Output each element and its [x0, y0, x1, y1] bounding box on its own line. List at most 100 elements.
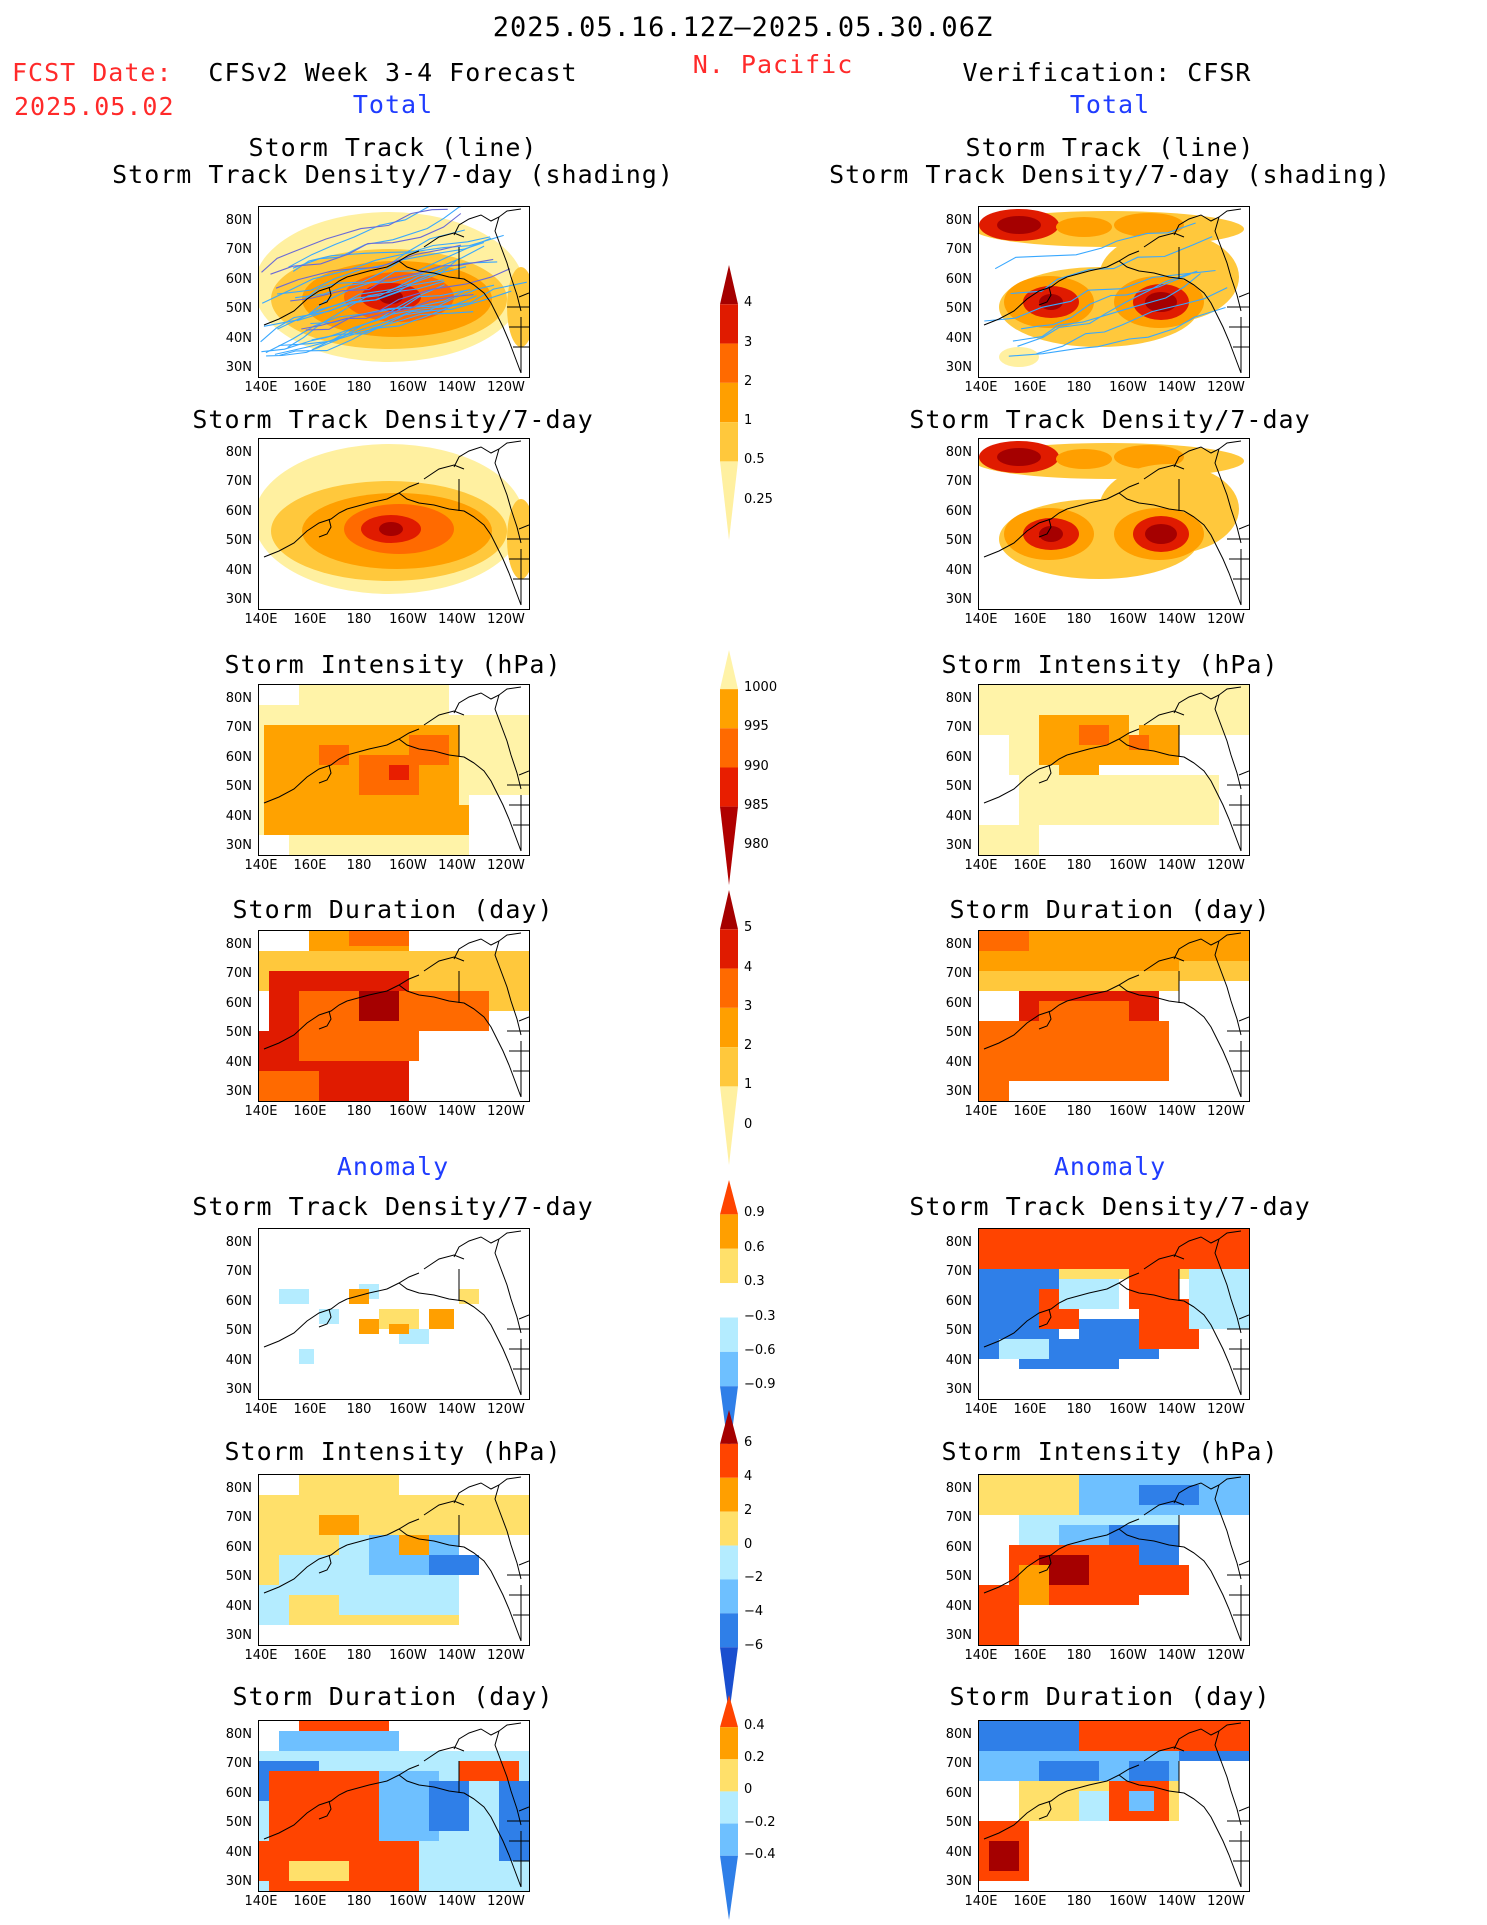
storm-track-line — [288, 207, 430, 268]
total-label-right: Total — [1069, 90, 1151, 119]
panel-title: Storm Track Density/7-day — [909, 405, 1311, 434]
lat-tick-label: 50N — [225, 533, 252, 549]
verification-intensity-panel — [978, 684, 1250, 856]
lon-tick-label: 140W — [1158, 380, 1196, 395]
grid-cell — [1129, 931, 1249, 961]
lat-tick-label: 30N — [225, 360, 252, 375]
colorbar-arrow — [720, 1855, 738, 1920]
lat-tick-label: 70N — [945, 720, 972, 736]
verification-duration-anomaly-panel — [978, 1720, 1250, 1892]
grid-cell — [259, 1585, 289, 1625]
grid-cell — [1129, 735, 1149, 750]
panel-title: Storm Duration (day) — [232, 1682, 554, 1711]
lon-tick-label: 140W — [438, 380, 476, 395]
density-blob — [999, 347, 1039, 367]
lon-tick-label: 140E — [244, 612, 278, 627]
coastline — [453, 208, 522, 236]
lat-tick-label: 30N — [225, 1874, 252, 1889]
lon-tick-label: 180 — [346, 1402, 372, 1417]
coastline — [423, 232, 465, 248]
lat-tick-label: 30N — [945, 1628, 972, 1643]
coastline — [1227, 1574, 1249, 1616]
storm-track-line — [277, 229, 465, 295]
coastline — [453, 686, 522, 714]
lon-tick-label: 160W — [1109, 1648, 1147, 1663]
anomaly-label-left: Anomaly — [336, 1152, 450, 1181]
lat-tick-label: 50N — [945, 1815, 972, 1831]
coastline — [463, 510, 522, 606]
colorbar-label: 2 — [744, 1038, 753, 1054]
duration-colorbar — [720, 890, 738, 1165]
lon-tick-label: 160W — [389, 380, 427, 395]
lat-tick-label: 40N — [225, 808, 252, 824]
lat-tick-label: 60N — [225, 503, 252, 519]
lat-tick-label: 60N — [945, 271, 972, 287]
lon-tick-label: 140E — [244, 1104, 278, 1119]
map-plot — [259, 207, 529, 374]
lat-tick-label: 30N — [225, 1628, 252, 1643]
forecast-intensity-anomaly-panel — [258, 1474, 530, 1646]
colorbar-label: 2 — [744, 373, 753, 389]
coastline — [494, 1484, 522, 1580]
grid-cell — [979, 1229, 1249, 1269]
coastline — [1183, 1792, 1242, 1888]
lat-tick-label: 70N — [225, 474, 252, 490]
coastline — [1227, 306, 1249, 348]
coastline — [494, 940, 522, 1036]
coastline — [1143, 232, 1185, 248]
lat-tick-label: 50N — [225, 1025, 252, 1041]
panel-title: Storm Intensity (hPa) — [224, 1437, 562, 1466]
grid-cell — [259, 685, 299, 705]
lat-tick-label: 40N — [945, 1844, 972, 1860]
lon-tick-label: 180 — [1066, 1894, 1092, 1909]
lon-tick-label: 140W — [438, 1648, 476, 1663]
lat-tick-label: 50N — [945, 533, 972, 549]
coastline — [1227, 538, 1249, 580]
map-plot — [979, 1229, 1249, 1396]
coastline — [1038, 764, 1052, 784]
lon-tick-label: 120W — [487, 380, 525, 395]
lon-tick-label: 120W — [487, 1402, 525, 1417]
coastline — [318, 1010, 332, 1030]
storm-track-line — [301, 294, 474, 330]
lat-tick-label: 70N — [225, 966, 252, 982]
coastline — [1066, 1272, 1140, 1300]
lat-tick-label: 40N — [945, 808, 972, 824]
coastline — [423, 956, 465, 972]
lon-tick-label: 180 — [1066, 858, 1092, 873]
grid-cell — [429, 1309, 454, 1329]
lat-tick-label: 60N — [945, 1539, 972, 1555]
coastline — [1238, 1560, 1249, 1641]
storm-track-line — [261, 236, 491, 304]
colorbar-label: 6 — [744, 1434, 753, 1450]
grid-cell — [379, 805, 469, 835]
coastline — [423, 1500, 465, 1516]
coastline — [1238, 524, 1249, 605]
lon-tick-label: 120W — [1207, 1894, 1245, 1909]
coastline — [346, 728, 420, 756]
lon-tick-label: 180 — [346, 612, 372, 627]
coastline — [1214, 1238, 1242, 1334]
lon-tick-label: 160E — [293, 612, 327, 627]
lat-tick-label: 70N — [225, 1510, 252, 1526]
grid-cell — [979, 1021, 1169, 1081]
coastline — [318, 1800, 332, 1820]
coastline — [1238, 1806, 1249, 1887]
lon-tick-label: 160W — [1109, 858, 1147, 873]
grid-cell — [299, 1349, 314, 1364]
density-blob — [379, 522, 403, 536]
storm-track-line — [1036, 287, 1228, 355]
lon-tick-label: 140E — [244, 1402, 278, 1417]
colorbar-segment — [720, 343, 738, 383]
colorbar-segment — [720, 1317, 738, 1352]
lon-tick-label: 120W — [1207, 380, 1245, 395]
coastline — [983, 508, 1068, 558]
lon-tick-label: 180 — [346, 1104, 372, 1119]
colorbar-label: 0.2 — [744, 1750, 765, 1766]
grid-cell — [1189, 1269, 1249, 1329]
lat-tick-label: 80N — [225, 1727, 252, 1742]
lat-tick-label: 40N — [225, 1598, 252, 1614]
storm-track-line — [270, 213, 462, 275]
coastline — [463, 1792, 522, 1888]
lon-tick-label: 160W — [1109, 1104, 1147, 1119]
